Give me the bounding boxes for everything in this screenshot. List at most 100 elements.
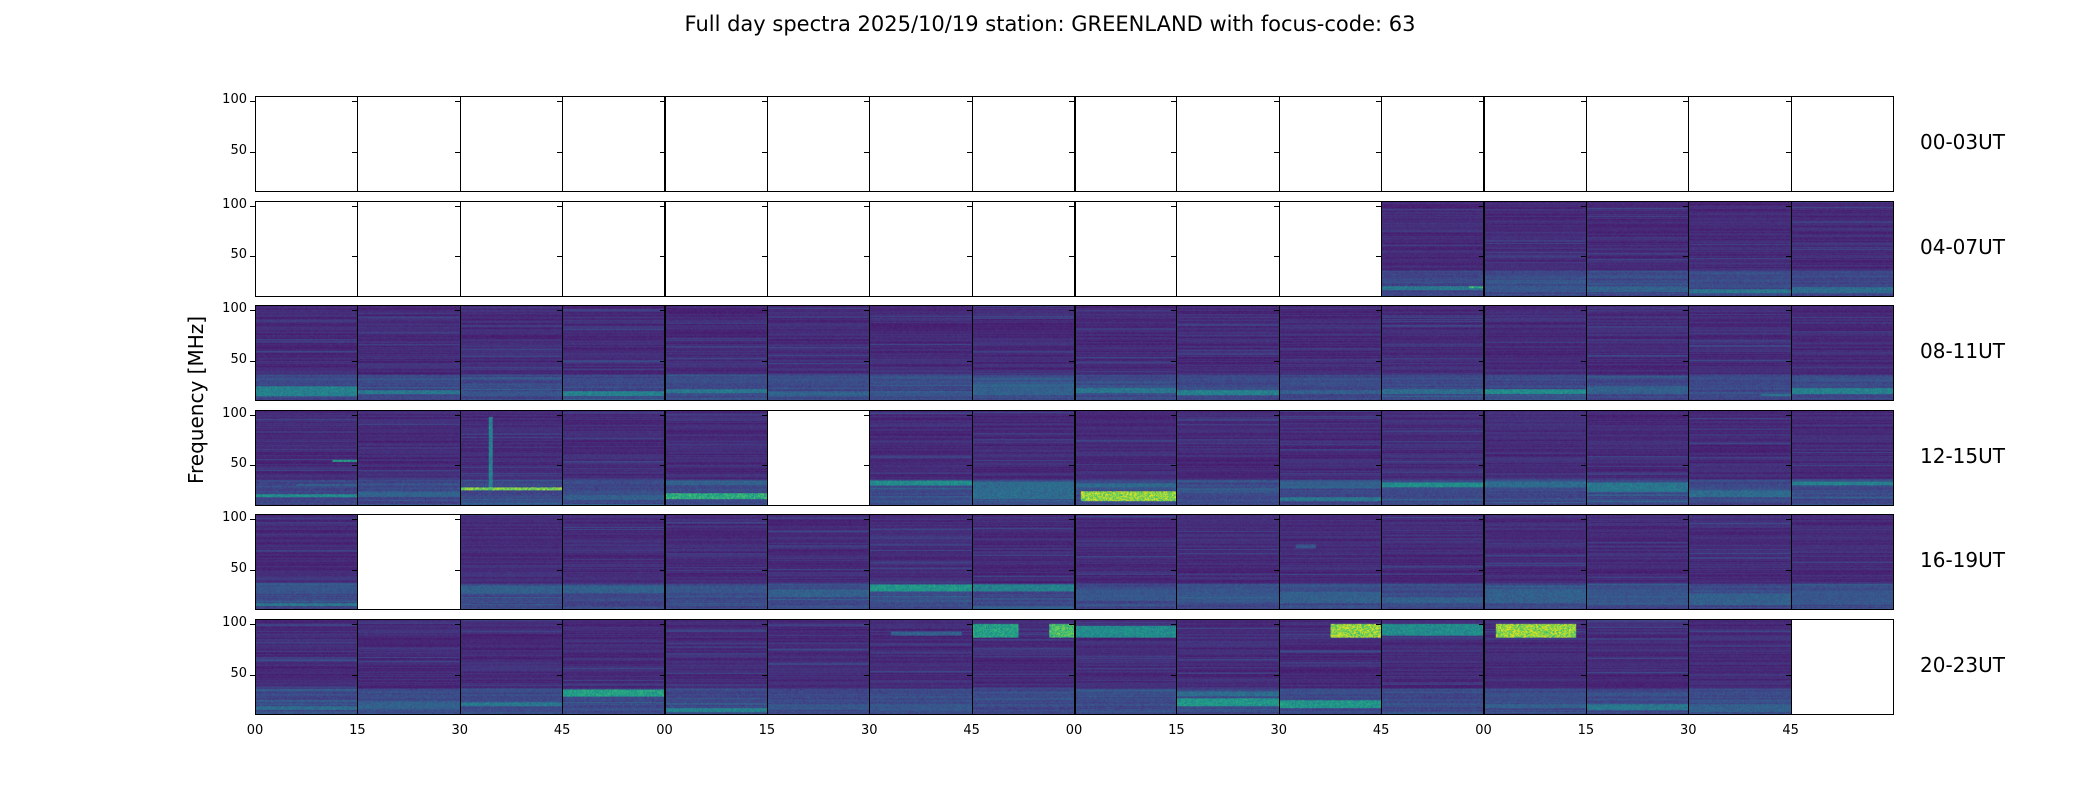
y-tick-label: 50 bbox=[230, 456, 247, 472]
y-tick-mark bbox=[1478, 310, 1484, 312]
y-tick-mark bbox=[1683, 465, 1689, 467]
empty-spectrum-panel bbox=[971, 96, 1075, 192]
spectrogram-heatmap bbox=[256, 620, 358, 714]
hour-separator bbox=[1483, 96, 1485, 192]
y-tick-mark bbox=[1069, 519, 1074, 521]
spectrogram-heatmap bbox=[460, 410, 563, 505]
hour-separator bbox=[664, 200, 666, 297]
hour-separator bbox=[664, 305, 666, 402]
spectrogram-heatmap bbox=[870, 515, 972, 610]
empty-spectrum-panel bbox=[1074, 200, 1178, 297]
empty-spectrum-panel bbox=[1790, 619, 1894, 715]
spectrum-panel bbox=[664, 514, 768, 611]
y-tick-mark bbox=[1069, 624, 1074, 626]
spectrum-panel bbox=[1790, 514, 1894, 611]
empty-spectrum-panel bbox=[664, 96, 768, 192]
y-tick-mark bbox=[352, 151, 358, 153]
x-tick-label: 15 bbox=[349, 723, 366, 738]
empty-spectrum-panel bbox=[1585, 96, 1690, 192]
spectrum-panel bbox=[459, 409, 564, 506]
y-tick-mark bbox=[659, 465, 665, 467]
spectrum-panel bbox=[1381, 514, 1485, 611]
empty-spectrum-panel bbox=[664, 200, 768, 297]
spectrum-panel bbox=[1483, 619, 1587, 715]
y-tick-mark bbox=[1171, 414, 1177, 416]
spectrogram-heatmap bbox=[1484, 201, 1586, 296]
spectrogram-heatmap bbox=[1484, 306, 1586, 401]
y-tick-mark bbox=[1376, 414, 1382, 416]
hour-separator bbox=[1073, 409, 1076, 506]
y-tick-label: 100 bbox=[222, 301, 247, 317]
y-tick-mark bbox=[454, 414, 460, 416]
y-tick-mark bbox=[1376, 519, 1382, 521]
spectrum-panel bbox=[1483, 305, 1587, 402]
spectrogram-heatmap bbox=[460, 306, 563, 401]
spectrum-panel bbox=[1790, 409, 1894, 506]
y-tick-mark bbox=[1785, 310, 1791, 312]
empty-spectrum-panel bbox=[1278, 200, 1383, 297]
y-tick-mark bbox=[966, 151, 972, 153]
y-tick-label: 50 bbox=[230, 142, 247, 158]
y-tick-mark bbox=[1683, 414, 1689, 416]
spectrum-panel bbox=[971, 409, 1075, 506]
y-tick-label: 100 bbox=[222, 615, 247, 631]
y-tick-mark bbox=[1273, 674, 1279, 676]
spectrogram-heatmap bbox=[358, 306, 460, 401]
hour-separator bbox=[664, 619, 666, 715]
y-tick-mark bbox=[1273, 465, 1279, 467]
y-tick-mark bbox=[352, 624, 358, 626]
spectrogram-heatmap bbox=[1484, 620, 1586, 714]
y-tick-mark bbox=[1785, 465, 1791, 467]
spectrogram-heatmap bbox=[1075, 515, 1177, 610]
empty-spectrum-panel bbox=[1688, 96, 1792, 192]
row-label: 16-19UT bbox=[1920, 548, 2005, 573]
y-tick-mark bbox=[1683, 569, 1689, 571]
y-tick-mark bbox=[1273, 624, 1279, 626]
spectrum-panel bbox=[459, 619, 564, 715]
y-tick-mark bbox=[1580, 624, 1586, 626]
y-tick-mark bbox=[1785, 151, 1791, 153]
spectrum-panel bbox=[1790, 200, 1894, 297]
y-tick-mark bbox=[557, 519, 563, 521]
y-tick-mark bbox=[1785, 624, 1791, 626]
y-tick-mark bbox=[864, 519, 870, 521]
row-label: 04-07UT bbox=[1920, 234, 2005, 259]
y-tick-label: 50 bbox=[230, 560, 247, 576]
spectrum-panel bbox=[1688, 305, 1792, 402]
spectrum-panel bbox=[1585, 305, 1690, 402]
y-tick-mark bbox=[966, 256, 972, 258]
y-tick-mark bbox=[557, 465, 563, 467]
y-tick-mark bbox=[250, 414, 255, 416]
y-tick-mark bbox=[250, 256, 255, 258]
y-tick-label: 50 bbox=[230, 665, 247, 681]
spectrogram-heatmap bbox=[1177, 620, 1279, 714]
spectrogram-heatmap bbox=[1791, 515, 1893, 610]
spectrum-panel bbox=[1688, 619, 1792, 715]
spectrogram-heatmap bbox=[358, 410, 460, 505]
spectrogram-heatmap bbox=[256, 515, 358, 610]
row-label: 00-03UT bbox=[1920, 130, 2005, 154]
y-tick-mark bbox=[454, 465, 460, 467]
y-tick-mark bbox=[1171, 519, 1177, 521]
spectrogram-heatmap bbox=[665, 410, 767, 505]
y-tick-mark bbox=[659, 101, 665, 103]
y-tick-mark bbox=[250, 569, 255, 571]
y-tick-mark bbox=[1171, 674, 1177, 676]
y-tick-mark bbox=[761, 310, 767, 312]
y-tick-mark bbox=[250, 674, 255, 676]
y-tick-mark bbox=[1785, 674, 1791, 676]
hour-separator bbox=[1073, 96, 1076, 192]
spectrum-panel bbox=[1074, 514, 1178, 611]
spectrum-panel bbox=[1585, 514, 1690, 611]
spectrogram-heatmap bbox=[1689, 515, 1791, 610]
y-tick-mark bbox=[1580, 360, 1586, 362]
row-label: 12-15UT bbox=[1920, 443, 2005, 468]
empty-spectrum-panel bbox=[1176, 200, 1280, 297]
hour-separator bbox=[1073, 514, 1076, 611]
spectrogram-heatmap bbox=[1484, 410, 1586, 505]
empty-spectrum-panel bbox=[971, 200, 1075, 297]
spectrogram-heatmap bbox=[665, 515, 767, 610]
spectrum-panel bbox=[664, 409, 768, 506]
y-tick-mark bbox=[1376, 465, 1382, 467]
spectrum-panel bbox=[1074, 305, 1178, 402]
